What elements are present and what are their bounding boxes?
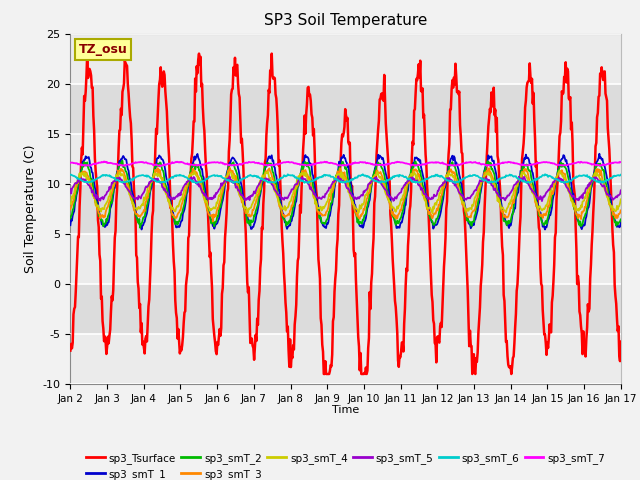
Bar [70,34,621,84]
Legend: sp3_Tsurface, sp3_smT_1, sp3_smT_2, sp3_smT_3, sp3_smT_4, sp3_smT_5, sp3_smT_6, : sp3_Tsurface, sp3_smT_1, sp3_smT_2, sp3_… [82,449,609,480]
Bar [70,84,621,134]
Bar [70,334,621,384]
Title: SP3 Soil Temperature: SP3 Soil Temperature [264,13,428,28]
Bar [70,284,621,334]
X-axis label: Time: Time [332,405,359,415]
Text: TZ_osu: TZ_osu [79,43,127,56]
Bar [70,184,621,234]
Bar [70,134,621,184]
Bar [70,234,621,284]
Y-axis label: Soil Temperature (C): Soil Temperature (C) [24,144,37,273]
